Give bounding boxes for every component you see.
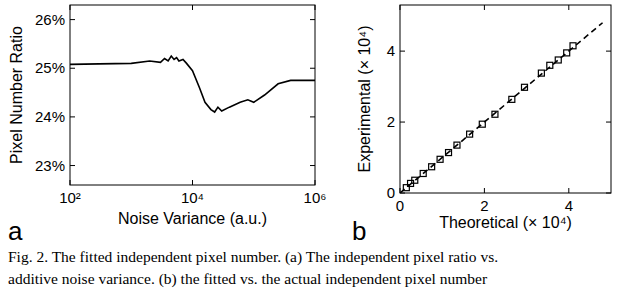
y-tick	[70, 165, 75, 166]
y-tick-label: 2	[387, 113, 395, 130]
x-tick-label: 10²	[59, 189, 81, 206]
x-tick	[484, 5, 485, 10]
x-tick	[568, 5, 569, 10]
caption-line: additive noise variance. (b) the fitted …	[8, 270, 488, 288]
x-tick	[315, 5, 316, 10]
y-tick	[400, 122, 405, 123]
plot-marks	[400, 23, 603, 193]
y-tick	[310, 68, 315, 69]
plot-frame	[70, 5, 315, 185]
y-tick-label: 25%	[35, 59, 65, 76]
y-axis-label: Experimental (× 10⁴)	[356, 26, 373, 173]
x-axis-label: Theoretical (× 10⁴)	[439, 214, 572, 231]
panel-label: b	[352, 216, 366, 246]
y-tick	[70, 68, 75, 69]
x-tick-label: 2	[480, 197, 488, 214]
y-tick	[606, 122, 611, 123]
data-line	[400, 23, 603, 193]
panel-label: a	[8, 216, 23, 246]
y-tick	[606, 193, 611, 194]
x-tick	[568, 188, 569, 193]
data-line	[70, 56, 315, 112]
plot-frame	[400, 5, 611, 193]
y-axis-label: Pixel Number Ratio	[8, 26, 25, 164]
x-tick	[192, 5, 193, 10]
y-tick	[310, 116, 315, 117]
y-tick-label: 0	[387, 184, 395, 201]
x-tick	[315, 180, 316, 185]
x-tick	[70, 180, 71, 185]
x-tick	[484, 188, 485, 193]
x-tick	[400, 5, 401, 10]
figure: 10² 10⁴ 10⁶ 23% 24% 25% 26% Noise Variance (a.u…	[0, 0, 640, 291]
y-tick	[70, 116, 75, 117]
y-tick	[310, 19, 315, 20]
x-tick-label: 10⁴	[181, 189, 204, 206]
x-axis-label: Noise Variance (a.u.)	[118, 210, 267, 227]
plot-marks	[70, 56, 315, 112]
x-tick	[192, 180, 193, 185]
x-tick	[70, 5, 71, 10]
y-tick-label: 23%	[35, 157, 65, 174]
caption-line: Fig. 2. The fitted independent pixel num…	[8, 248, 498, 266]
y-tick	[70, 19, 75, 20]
y-tick-label: 4	[387, 42, 395, 59]
y-tick-label: 26%	[35, 11, 65, 28]
y-tick-label: 24%	[35, 108, 65, 125]
x-tick-label: 4	[565, 197, 573, 214]
y-tick	[310, 165, 315, 166]
y-tick	[400, 51, 405, 52]
x-tick-label: 0	[396, 197, 404, 214]
y-tick	[606, 51, 611, 52]
x-tick-label: 10⁶	[304, 189, 327, 206]
